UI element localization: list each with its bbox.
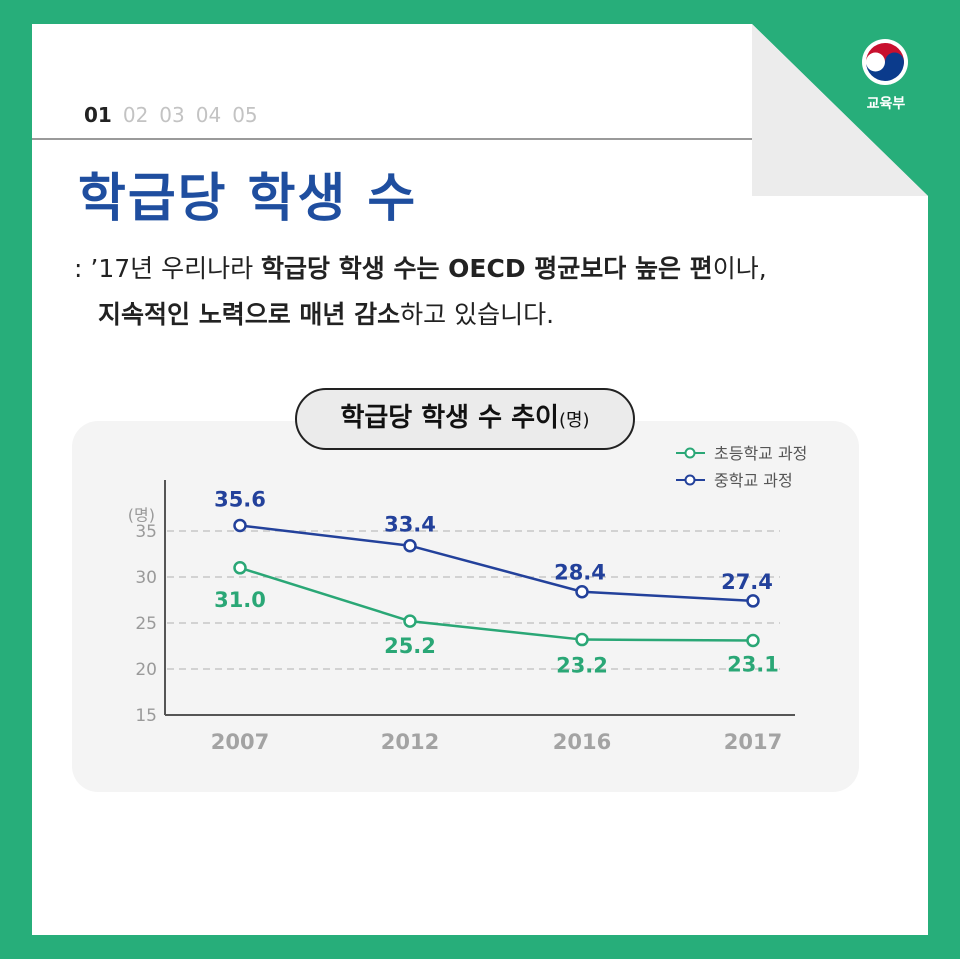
page-indicator-item[interactable]: 02 [122, 103, 149, 127]
brand-label: 교육부 [866, 96, 906, 112]
page-indicator-item[interactable]: 05 [232, 103, 258, 127]
data-label: 25.2 [384, 634, 436, 658]
data-point [575, 584, 589, 599]
data-label: 23.1 [727, 652, 779, 676]
page-indicator: 01 02 03 04 05 [84, 103, 269, 127]
y-tick-label: 30 [135, 568, 157, 588]
description-text: 하고 있습니다. [400, 300, 555, 329]
y-tick-label: 20 [135, 660, 157, 680]
data-label: 23.2 [556, 654, 608, 678]
y-tick-label: 15 [135, 706, 157, 726]
x-tick-label: 2016 [553, 730, 611, 754]
description: : ’17년 우리나라 학급당 학생 수는 OECD 평균보다 높은 편이나, … [74, 246, 767, 338]
data-point [403, 614, 417, 628]
legend-label: 초등학교 과정 [714, 444, 807, 463]
legend-label: 중학교 과정 [714, 471, 793, 490]
chart-title-pill: 학급당 학생 수 추이(명) [295, 388, 635, 450]
chart-panel [72, 421, 859, 792]
description-line-2: 지속적인 노력으로 매년 감소하고 있습니다. [74, 292, 767, 338]
page-indicator-item[interactable]: 04 [195, 103, 222, 127]
header-divider [32, 138, 752, 140]
description-emphasis: 학급당 학생 수는 OECD 평균보다 높은 편 [261, 254, 713, 283]
chart-title: 학급당 학생 수 추이 [340, 403, 559, 433]
legend-marker [684, 447, 696, 459]
x-tick-label: 2012 [381, 730, 439, 754]
data-label: 31.0 [214, 588, 266, 612]
description-line-1: : ’17년 우리나라 학급당 학생 수는 OECD 평균보다 높은 편이나, [74, 246, 767, 292]
data-point [233, 518, 247, 533]
data-point [403, 538, 417, 553]
page-indicator-item[interactable]: 01 [84, 103, 112, 127]
data-label: 33.4 [384, 513, 436, 537]
x-tick-label: 2007 [211, 730, 269, 754]
series-line [239, 566, 754, 642]
data-label: 35.6 [214, 487, 266, 511]
x-tick-label: 2017 [724, 730, 782, 754]
data-point [575, 632, 589, 647]
data-point [746, 594, 760, 608]
series-line [239, 524, 754, 603]
legend-marker [684, 474, 696, 486]
y-tick-label: 35 [135, 522, 157, 542]
data-point [746, 633, 760, 648]
data-label: 28.4 [554, 561, 606, 585]
page-indicator-item[interactable]: 03 [159, 103, 185, 127]
y-axis-label: (명) [128, 505, 155, 524]
data-point [233, 561, 247, 575]
government-emblem-icon [862, 39, 908, 85]
y-tick-label: 25 [135, 614, 157, 634]
description-text: : ’17년 우리나라 [74, 254, 262, 283]
description-text: 이나, [712, 254, 767, 283]
data-label: 27.4 [721, 570, 773, 594]
description-emphasis: 지속적인 노력으로 매년 감소 [98, 300, 401, 329]
page-title: 학급당 학생 수 [78, 169, 418, 229]
chart-title-unit: (명) [558, 410, 590, 431]
